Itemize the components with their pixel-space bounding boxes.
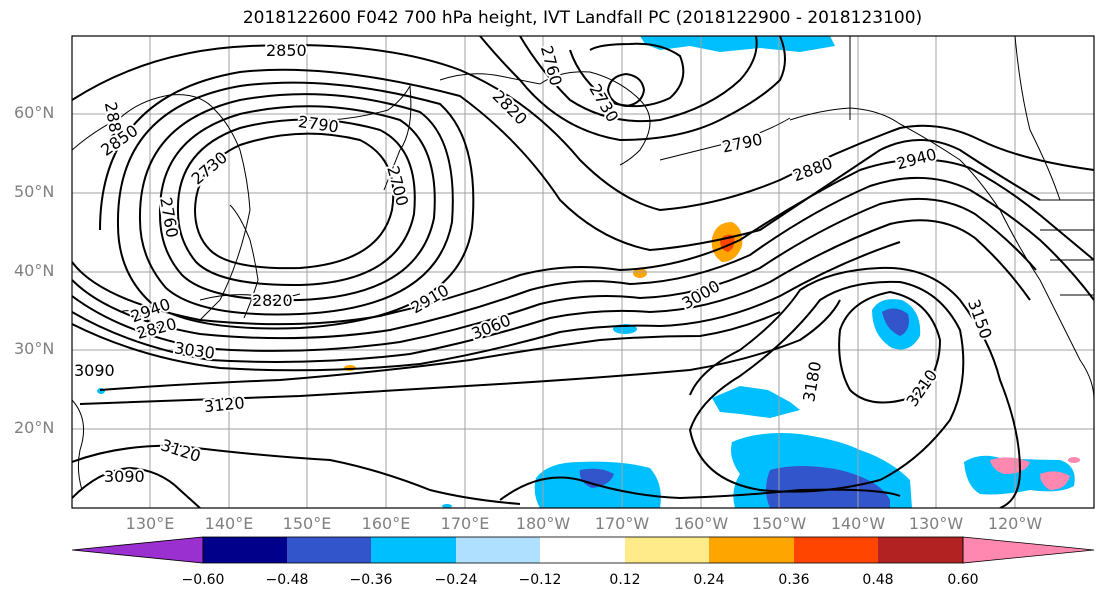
contour-3210 <box>838 290 942 404</box>
contour-label: 3090 <box>74 361 115 380</box>
shade-blue-11 <box>1068 457 1080 463</box>
lat-label: 30°N <box>14 339 55 358</box>
contour-label: 3120 <box>159 435 204 466</box>
colorbar-seg <box>203 537 287 563</box>
contour-3120b <box>72 444 521 505</box>
colorbar-seg <box>625 537 709 563</box>
colorbar-tick-label: 0.60 <box>947 572 979 588</box>
colorbar <box>71 536 1095 564</box>
contour-2970 <box>72 197 1037 352</box>
colorbar-tick-label: 0.48 <box>862 572 894 588</box>
lon-label: 160°E <box>361 514 411 533</box>
contour-label: 3120 <box>203 393 245 416</box>
contour-2880a <box>72 44 1094 212</box>
contour-low-n4 <box>606 72 646 108</box>
height-contours <box>72 36 1094 508</box>
contour-low-n3 <box>569 42 685 108</box>
contour-2910 <box>72 158 1094 326</box>
colorbar-tick-label: 0.36 <box>778 572 810 588</box>
map-title: 2018122600 F042 700 hPa height, IVT Land… <box>242 8 923 28</box>
lon-label: 170°E <box>440 514 490 533</box>
contour-label: 2790 <box>720 130 764 157</box>
contour-low-n2 <box>519 36 758 123</box>
contour-3030 <box>72 241 901 372</box>
contour-3000 <box>72 219 1031 363</box>
contour-label: 3030 <box>173 338 216 362</box>
lat-label: 40°N <box>14 261 55 280</box>
contour-3060 <box>99 311 781 391</box>
contour-3120c <box>499 476 901 501</box>
colorbar-seg <box>878 537 963 563</box>
contour-2940 <box>72 176 1094 340</box>
colorbar-tick-label: −0.48 <box>265 572 309 588</box>
colorbar-seg <box>794 537 878 563</box>
colorbar-tick-label: −0.12 <box>518 572 562 588</box>
lon-label: 150°E <box>282 514 332 533</box>
lon-label: 180°W <box>515 514 571 533</box>
contour-2730 <box>176 118 416 287</box>
lon-label: 140°E <box>204 514 254 533</box>
colorbar-extend-high <box>962 536 1095 564</box>
colorbar-seg <box>287 537 371 563</box>
contour-3120a <box>79 299 841 405</box>
shade-blue-12 <box>442 504 452 508</box>
colorbar-seg <box>456 537 540 563</box>
contour-label: 3060 <box>469 311 514 344</box>
colorbar-seg <box>371 537 456 563</box>
contour-label: 2820 <box>252 291 293 310</box>
colorbar-tick-label: −0.24 <box>434 572 478 588</box>
lon-label: 130°W <box>908 514 964 533</box>
contour-label: 2940 <box>894 144 938 173</box>
colorbar-tick-label: 0.24 <box>693 572 725 588</box>
lat-label: 60°N <box>14 103 55 122</box>
lat-label: 20°N <box>14 418 55 437</box>
contour-2790 <box>138 93 454 316</box>
lon-label: 160°W <box>673 514 729 533</box>
contour-label: 2880 <box>790 153 835 185</box>
lon-label: 140°W <box>830 514 886 533</box>
shade-blue-5 <box>712 386 800 418</box>
lat-label: 50°N <box>14 182 55 201</box>
contour-3090 <box>72 466 201 508</box>
contour-2700 <box>193 132 395 270</box>
lon-label: 120°W <box>987 514 1043 533</box>
contour-label: 3150 <box>964 297 996 342</box>
lon-label: 170°W <box>594 514 650 533</box>
contour-label: 3090 <box>104 467 145 486</box>
shade-orange-2 <box>633 268 647 278</box>
colorbar-seg <box>709 537 794 563</box>
contour-label: 2910 <box>407 281 452 318</box>
colorbar-extend-low <box>71 536 204 564</box>
contour-3150 <box>689 266 1022 508</box>
shade-positive-north <box>640 36 835 52</box>
colorbar-tick-label: 0.12 <box>609 572 641 588</box>
ivt-shading <box>97 36 1080 508</box>
colorbar-tick-label: −0.60 <box>181 572 225 588</box>
shade-blue-4 <box>882 308 909 336</box>
contour-label: 2850 <box>266 41 307 60</box>
contour-label: 2760 <box>537 43 566 87</box>
contour-label: 3180 <box>799 360 825 403</box>
contour-label: 2820 <box>489 86 531 128</box>
colorbar-tick-label: −0.36 <box>349 572 393 588</box>
lon-label: 130°E <box>125 514 175 533</box>
contour-2850a <box>99 68 1041 252</box>
plot-frame <box>71 35 1095 509</box>
contour-label: 2700 <box>383 164 412 208</box>
shade-blue-10 <box>1040 471 1070 490</box>
lon-label: 150°W <box>751 514 807 533</box>
contour-low-n <box>479 36 786 142</box>
colorbar-seg <box>540 537 625 563</box>
contour-2760 <box>158 105 436 302</box>
shade-blue-7 <box>766 466 890 508</box>
